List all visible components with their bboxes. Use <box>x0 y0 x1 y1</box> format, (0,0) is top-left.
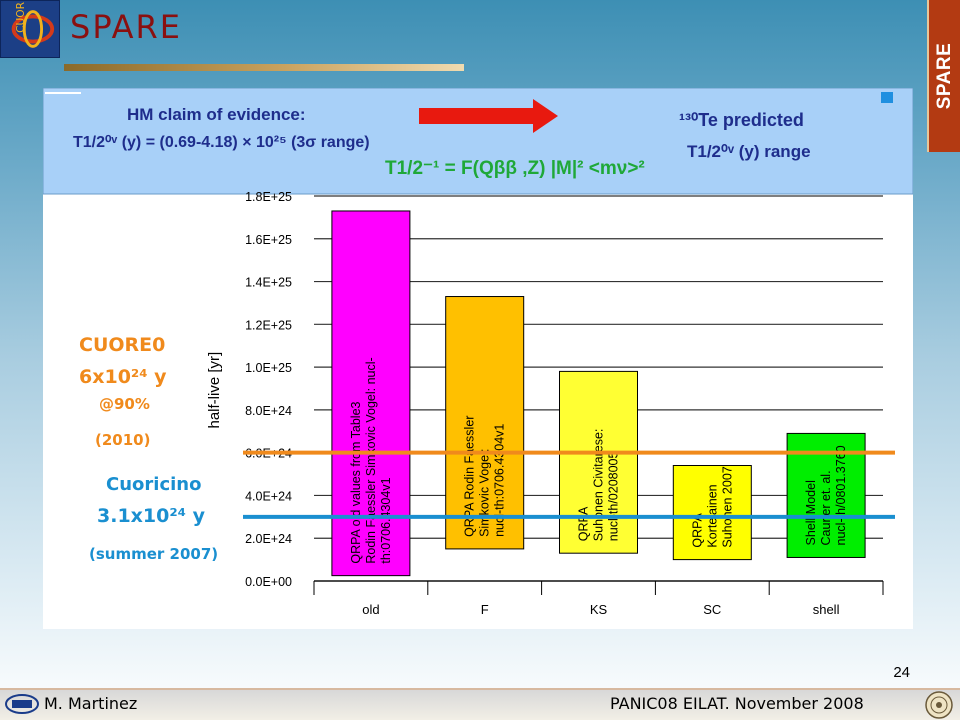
y-tick-label: 1.4E+25 <box>245 276 292 290</box>
university-seal-icon <box>925 691 953 719</box>
cuore0-name: CUORE0 <box>79 334 165 356</box>
prediction-subtitle: T1/2⁰ᵛ (y) range <box>687 142 811 161</box>
red-arrow-icon <box>419 99 558 133</box>
slide-number: 24 <box>893 664 910 681</box>
claim-range: T1/2⁰ᵛ (y) = (0.69-4.18) × 10²⁵ (3σ rang… <box>73 134 370 151</box>
y-axis-label: half-live [yr] <box>206 352 223 429</box>
range-bar-label: nucl-th/0208005 <box>607 451 621 541</box>
formula: T1/2⁻¹ = F(Qββ ,Z) |M|² <mν>² <box>385 158 645 179</box>
reference-lines <box>243 450 895 519</box>
y-tick-label: 1.6E+25 <box>245 233 292 247</box>
banner-box <box>43 88 913 195</box>
x-tick-label: F <box>481 602 489 617</box>
y-tick-labels: 0.0E+002.0E+244.0E+246.0E+248.0E+241.0E+… <box>245 190 292 589</box>
cuoricino-name: Cuoricino <box>106 474 201 495</box>
conference-name: PANIC08 EILAT. November 2008 <box>610 694 864 713</box>
range-bar-label: th:0706.4304v1 <box>379 477 393 563</box>
presenter-name: M. Martinez <box>44 694 138 713</box>
x-tick-label: SC <box>703 602 721 617</box>
spare-side-tab: SPARE <box>927 0 960 152</box>
spare-side-tab-label: SPARE <box>933 42 955 110</box>
range-bar-label: nucl-th:0706.4304v1 <box>493 424 507 537</box>
cuore0-limit: 6x10²⁴ y <box>79 366 167 388</box>
y-tick-label: 8.0E+24 <box>245 404 292 418</box>
svg-text:CUORE: CUORE <box>14 1 27 33</box>
range-bars: QRPA old values from Table3 Rodin Faessle… <box>331 210 866 577</box>
cuoricino-annotation: Cuoricino 3.1x10²⁴ y (summer 2007) <box>89 474 218 563</box>
range-bar-label: Suhonen 2007 <box>720 466 734 547</box>
halflife-figure: HM claim of evidence: T1/2⁰ᵛ (y) = (0.69… <box>43 88 913 629</box>
range-bar-label: Suhonen Civitarese: <box>592 429 606 542</box>
x-tick-label: old <box>362 602 379 617</box>
cuoricino-limit: 3.1x10²⁴ y <box>97 505 206 527</box>
x-tick-label: KS <box>590 602 608 617</box>
range-bar-label: Simkovic Vogel: <box>478 449 492 537</box>
cuore0-annotation: CUORE0 6x10²⁴ y @90% (2010) <box>79 334 167 449</box>
halflife-chart: HM claim of evidence: T1/2⁰ᵛ (y) = (0.69… <box>43 88 913 617</box>
range-bar-F: QRPA Rodin Faessler Simkovic Vogel: nucl-t… <box>445 296 525 550</box>
banner-corner-mark-right <box>881 92 893 103</box>
footer-bar <box>0 688 960 720</box>
range-bar-rect <box>559 370 638 554</box>
y-tick-label: 4.0E+24 <box>245 489 292 503</box>
range-bar-label: nucl-th/0801.3760 <box>834 445 848 545</box>
cuoricino-date: (summer 2007) <box>89 545 218 563</box>
range-bar-label: Shell Model <box>804 480 818 545</box>
prediction-title: ¹³⁰Te predicted <box>679 110 804 130</box>
banner-corner-mark-left <box>45 92 81 94</box>
range-bar-rect <box>672 465 752 561</box>
slide-title: SPARE <box>70 8 182 46</box>
y-tick-label: 0.0E+00 <box>245 575 292 589</box>
y-tick-label: 1.0E+25 <box>245 361 292 375</box>
claim-title: HM claim of evidence: <box>127 105 306 124</box>
range-bar-rect <box>445 296 525 550</box>
infn-logo <box>5 694 39 714</box>
cuore-logo: CUORE <box>0 0 60 58</box>
y-tick-label: 2.0E+24 <box>245 532 292 546</box>
range-bar-SC: QRPAKortelainenSuhonen 2007 <box>672 465 752 561</box>
cuore0-year: (2010) <box>95 431 150 449</box>
range-bar-old: QRPA old values from Table3 Rodin Faessle… <box>331 210 411 577</box>
cuore0-cl: @90% <box>99 395 150 413</box>
range-bar-label: QRPA <box>690 512 704 547</box>
range-bar-label: QRPA old values from Table3 <box>349 401 363 563</box>
range-bar-label: QRPA Rodin Faessler <box>463 416 477 537</box>
x-tick-label: shell <box>813 602 840 617</box>
title-underline <box>64 64 464 71</box>
range-bar-KS: QRPA Suhonen Civitarese: nucl-th/0208005 <box>559 370 638 554</box>
range-bar-label: Caurier et. al. <box>819 470 833 545</box>
y-tick-label: 1.8E+25 <box>245 190 292 204</box>
range-bar-label: Rodin Faessler Simkovic Vogel: nucl- <box>364 357 378 563</box>
y-tick-label: 1.2E+25 <box>245 318 292 332</box>
x-tick-labels: old F KS SC shell <box>362 602 839 617</box>
range-bar-label: QRPA <box>577 506 591 541</box>
